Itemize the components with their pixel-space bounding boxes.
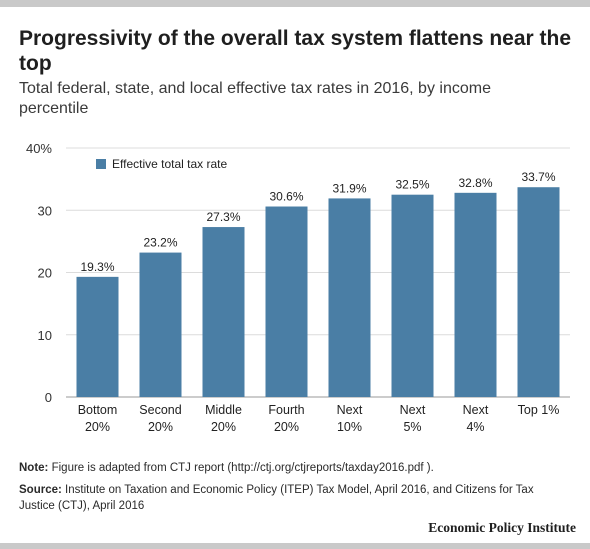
x-tick-label: Second	[139, 403, 181, 417]
x-tick-label: Next	[337, 403, 363, 417]
x-tick-label: 20%	[148, 420, 173, 434]
footnote: Note: Figure is adapted from CTJ report …	[19, 460, 579, 476]
note-label: Note:	[19, 462, 49, 474]
data-label: 23.2%	[143, 236, 177, 250]
data-label: 32.5%	[395, 178, 429, 192]
data-label: 19.3%	[80, 260, 114, 274]
source-note: Source: Institute on Taxation and Econom…	[19, 482, 564, 514]
bar	[328, 198, 371, 397]
chart-title: Progressivity of the overall tax system …	[19, 27, 572, 75]
x-tick-label: Top 1%	[518, 403, 560, 417]
bar	[202, 227, 245, 397]
y-tick-label: 20	[38, 266, 52, 281]
bar	[265, 206, 308, 397]
data-label: 32.8%	[458, 176, 492, 190]
x-tick-label: 4%	[466, 420, 484, 434]
y-tick-label: 30	[38, 203, 52, 218]
data-label: 31.9%	[332, 181, 366, 195]
x-tick-label: 20%	[274, 420, 299, 434]
x-tick-label: 5%	[403, 420, 421, 434]
brand-logo-text: Economic Policy Institute	[428, 520, 576, 535]
x-tick-label: Bottom	[78, 403, 118, 417]
source-text: Institute on Taxation and Economic Polic…	[19, 484, 534, 512]
legend-label: Effective total tax rate	[112, 157, 227, 171]
bar	[139, 252, 182, 397]
x-tick-label: 20%	[85, 420, 110, 434]
y-tick-label: 0	[45, 390, 52, 405]
top-frame-bar	[0, 0, 590, 7]
x-tick-label: Next	[463, 403, 489, 417]
x-tick-label: 20%	[211, 420, 236, 434]
x-tick-label: Middle	[205, 403, 242, 417]
bar	[76, 276, 119, 397]
bar	[517, 187, 560, 397]
legend-swatch	[96, 159, 106, 169]
x-tick-label: Next	[400, 403, 426, 417]
x-tick-label: Fourth	[268, 403, 304, 417]
y-tick-label: 40%	[26, 141, 52, 156]
chart-subtitle: Total federal, state, and local effectiv…	[19, 80, 491, 117]
bar-chart: 0 10 20 30 40% 19.3% Bottom 20% 23.2% Second 20% 27…	[26, 141, 570, 434]
data-label: 33.7%	[521, 170, 555, 184]
bar	[454, 192, 497, 397]
bottom-frame-bar	[0, 543, 590, 549]
source-label: Source:	[19, 484, 62, 496]
x-tick-label: 10%	[337, 420, 362, 434]
y-tick-label: 10	[38, 328, 52, 343]
data-label: 30.6%	[269, 190, 303, 204]
note-text: Figure is adapted from CTJ report (http:…	[51, 462, 434, 474]
data-label: 27.3%	[206, 210, 240, 224]
bar	[391, 194, 434, 397]
